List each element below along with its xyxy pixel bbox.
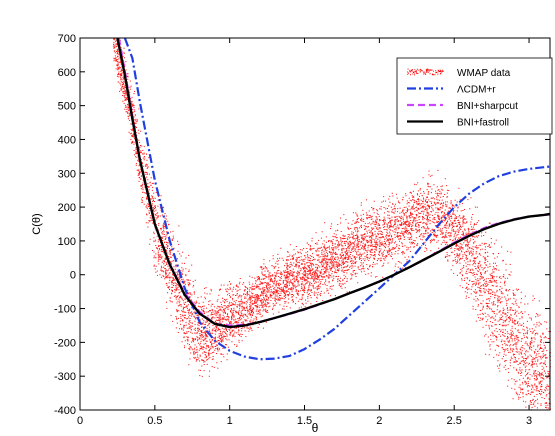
- legend: WMAP data ΛCDM+r BNI+sharpcut BNI+fastroll: [396, 57, 553, 135]
- series-line-1: [123, 37, 551, 361]
- plot-frame: [79, 37, 551, 411]
- legend-swatch: [407, 68, 444, 76]
- y-axis-label: C(θ): [31, 213, 43, 234]
- wmap-data-points: [113, 38, 551, 411]
- legend-label: WMAP data: [457, 68, 511, 79]
- y-tick-label: 300: [58, 168, 76, 180]
- y-tick-label: -200: [54, 337, 76, 349]
- axis-ticks: 0 0.5 1 1.5 2 2.5 3 -400 -300 -200 -100 0 100 200 300 4…: [54, 33, 550, 427]
- x-tick-label: 1: [227, 415, 233, 427]
- series-line-3: [116, 37, 551, 329]
- legend-label: BNI+fastroll: [457, 118, 509, 129]
- y-tick-label: -400: [54, 405, 76, 417]
- y-tick-label: -300: [54, 371, 76, 383]
- x-tick-label: 0.5: [147, 415, 162, 427]
- x-tick-label: 2.5: [447, 415, 462, 427]
- x-tick-label: 3: [526, 415, 532, 427]
- legend-label: ΛCDM+r: [457, 85, 496, 96]
- y-tick-label: 700: [58, 33, 76, 45]
- model-curves: [116, 37, 551, 361]
- x-tick-label: 2: [376, 415, 382, 427]
- x-tick-label: 1.5: [297, 415, 312, 427]
- y-tick-label: 600: [58, 67, 76, 79]
- x-axis-label: θ: [312, 421, 319, 435]
- y-tick-label: 0: [70, 270, 76, 282]
- y-tick-label: 400: [58, 134, 76, 146]
- x-tick-label: 0: [77, 415, 83, 427]
- y-tick-label: 100: [58, 236, 76, 248]
- y-tick-label: 500: [58, 101, 76, 113]
- y-tick-label: 200: [58, 202, 76, 214]
- y-tick-label: -100: [54, 304, 76, 316]
- legend-label: BNI+sharpcut: [457, 101, 518, 112]
